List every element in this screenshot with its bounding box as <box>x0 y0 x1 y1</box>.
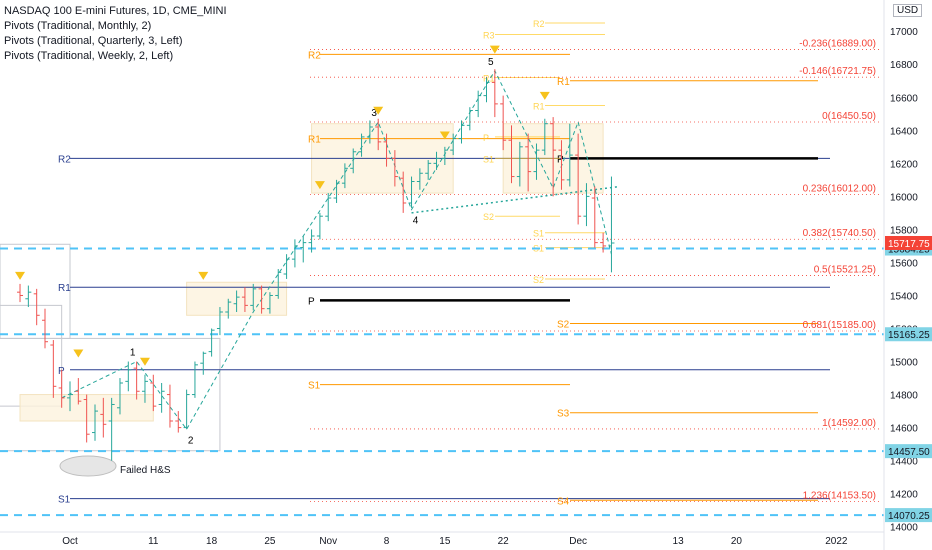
x-tick-label: 20 <box>731 536 743 547</box>
y-tick-label: 14600 <box>890 424 918 435</box>
weekly-pivot-label: S2 <box>483 212 494 222</box>
wave-label: 2 <box>188 435 194 446</box>
weekly-pivot-label: R1 <box>483 73 495 83</box>
fib-level-label: 0.681(15185.00) <box>803 320 876 331</box>
y-tick-label: 16600 <box>890 93 918 104</box>
currency-badge[interactable]: USD <box>893 4 923 17</box>
x-tick-label: 18 <box>206 536 218 547</box>
signal-triangle <box>539 91 550 100</box>
monthly-pivot-label: R1 <box>557 77 570 88</box>
price-mark-badge <box>885 327 932 342</box>
y-tick-label: 16000 <box>890 192 918 203</box>
legend-symbol[interactable]: NASDAQ 100 E-mini Futures, 1D, CME_MINI <box>4 5 227 17</box>
fib-level-label: 0.236(16012.00) <box>803 183 876 194</box>
y-tick-label: 14400 <box>890 457 918 468</box>
price-mark-label: 14070.25 <box>888 511 930 522</box>
legend: NASDAQ 100 E-mini Futures, 1D, CME_MINI … <box>4 4 227 64</box>
price-axis: 1400014200144001460014800150001520015400… <box>883 0 932 550</box>
signal-triangle <box>489 45 500 54</box>
failed-hs-label: Failed H&S <box>120 465 171 476</box>
signal-triangle <box>139 357 150 366</box>
legend-monthly-pivots[interactable]: Pivots (Traditional, Monthly, 2) <box>4 20 152 32</box>
x-tick-label: Oct <box>62 536 78 547</box>
monthly-pivot-label: S3 <box>557 409 570 420</box>
y-tick-label: 14000 <box>890 523 918 534</box>
pivot-lines: R2R1PS1R2R1PS1R1PS2S3S4R3R2R1R1PS1S2S1S1… <box>58 19 830 507</box>
x-tick-label: 22 <box>498 536 510 547</box>
weekly-pivot-label: R2 <box>533 19 545 29</box>
y-tick-label: 16200 <box>890 159 918 170</box>
candles <box>17 69 615 461</box>
monthly-pivot-label: P <box>557 154 564 165</box>
price-mark-badge <box>885 508 932 523</box>
y-tick-label: 15600 <box>890 258 918 269</box>
x-tick-label: 11 <box>148 536 159 547</box>
monthly-pivot-label: S2 <box>557 320 570 331</box>
signal-triangle <box>439 131 450 140</box>
weekly-pivot-label: S2 <box>533 275 544 285</box>
signal-triangle <box>314 181 325 190</box>
y-tick-label: 15800 <box>890 225 918 236</box>
current-price-label: 15717.75 <box>888 239 930 250</box>
current-price-badge <box>885 235 932 250</box>
consolidation-box <box>0 304 63 407</box>
x-tick-label: 8 <box>384 536 390 547</box>
fibonacci-levels: -0.236(16889.00) -0.146(16721.75) 0(16450.… <box>0 39 884 517</box>
fib-level-label: 1(14592.00) <box>822 418 876 429</box>
monthly-pivot-label: S4 <box>557 496 570 507</box>
x-tick-label: 2022 <box>825 536 848 547</box>
y-tick-label: 16800 <box>890 60 918 71</box>
x-tick-label: Dec <box>569 536 587 547</box>
fib-level-label: 0.5(15521.25) <box>814 264 876 275</box>
signal-triangle <box>198 271 209 280</box>
x-tick-label: 15 <box>439 536 451 547</box>
y-tick-label: 15400 <box>890 291 918 302</box>
fib-level-label: -0.236(16889.00) <box>799 39 876 50</box>
weekly-pivot-label: R1 <box>533 102 545 112</box>
price-mark-label: 14457.50 <box>888 447 930 458</box>
signal-triangle <box>15 271 26 280</box>
consolidation-box <box>0 243 71 339</box>
monthly-pivot-label: R2 <box>308 50 321 61</box>
wave-label: 3 <box>371 108 377 119</box>
y-tick-label: 14800 <box>890 391 918 402</box>
consolidation-box <box>0 337 221 452</box>
y-tick-label: 14200 <box>890 490 918 501</box>
x-tick-label: 13 <box>673 536 685 547</box>
quarterly-pivot-label: S1 <box>58 495 71 506</box>
x-tick-label: Nov <box>319 536 337 547</box>
weekly-pivot-label: S1 <box>533 229 544 239</box>
fib-level-label: 1.236(14153.50) <box>803 490 876 501</box>
time-axis: Oct 11 18 25 Nov 8 15 22 Dec 13 20 2022 <box>0 531 884 547</box>
y-tick-label: 15000 <box>890 358 918 369</box>
y-tick-label: 16400 <box>890 126 918 137</box>
wave-label: 5 <box>488 57 494 68</box>
legend-quarterly-pivots[interactable]: Pivots (Traditional, Quarterly, 3, Left) <box>4 35 183 47</box>
weekly-pivot-label: S1 <box>483 154 494 164</box>
quarterly-pivot-label: R2 <box>58 154 71 165</box>
monthly-pivot-label: R1 <box>308 135 321 146</box>
wave-label: 4 <box>413 216 419 227</box>
monthly-pivot-label: S1 <box>308 381 321 392</box>
failed-hs-ellipse <box>59 455 117 477</box>
fib-level-label: 0.382(15740.50) <box>803 228 876 239</box>
fib-level-label: 0(16450.50) <box>822 111 876 122</box>
quarterly-pivot-label: R1 <box>58 283 71 294</box>
price-mark-label: 15684.25 <box>888 245 930 256</box>
wave-label: 1 <box>130 348 136 359</box>
x-tick-label: 25 <box>264 536 276 547</box>
weekly-pivot-label: R3 <box>483 31 495 41</box>
y-tick-label: 17000 <box>890 27 918 38</box>
price-mark-badge <box>885 444 932 459</box>
price-mark-label: 15165.25 <box>888 330 930 341</box>
signal-triangle <box>373 106 384 115</box>
weekly-pivot-label: P <box>483 133 489 143</box>
legend-weekly-pivots[interactable]: Pivots (Traditional, Weekly, 2, Left) <box>4 50 174 62</box>
fib-level-label: -0.146(16721.75) <box>799 66 876 77</box>
monthly-pivot-label: P <box>308 296 315 307</box>
signal-triangle <box>73 349 84 358</box>
